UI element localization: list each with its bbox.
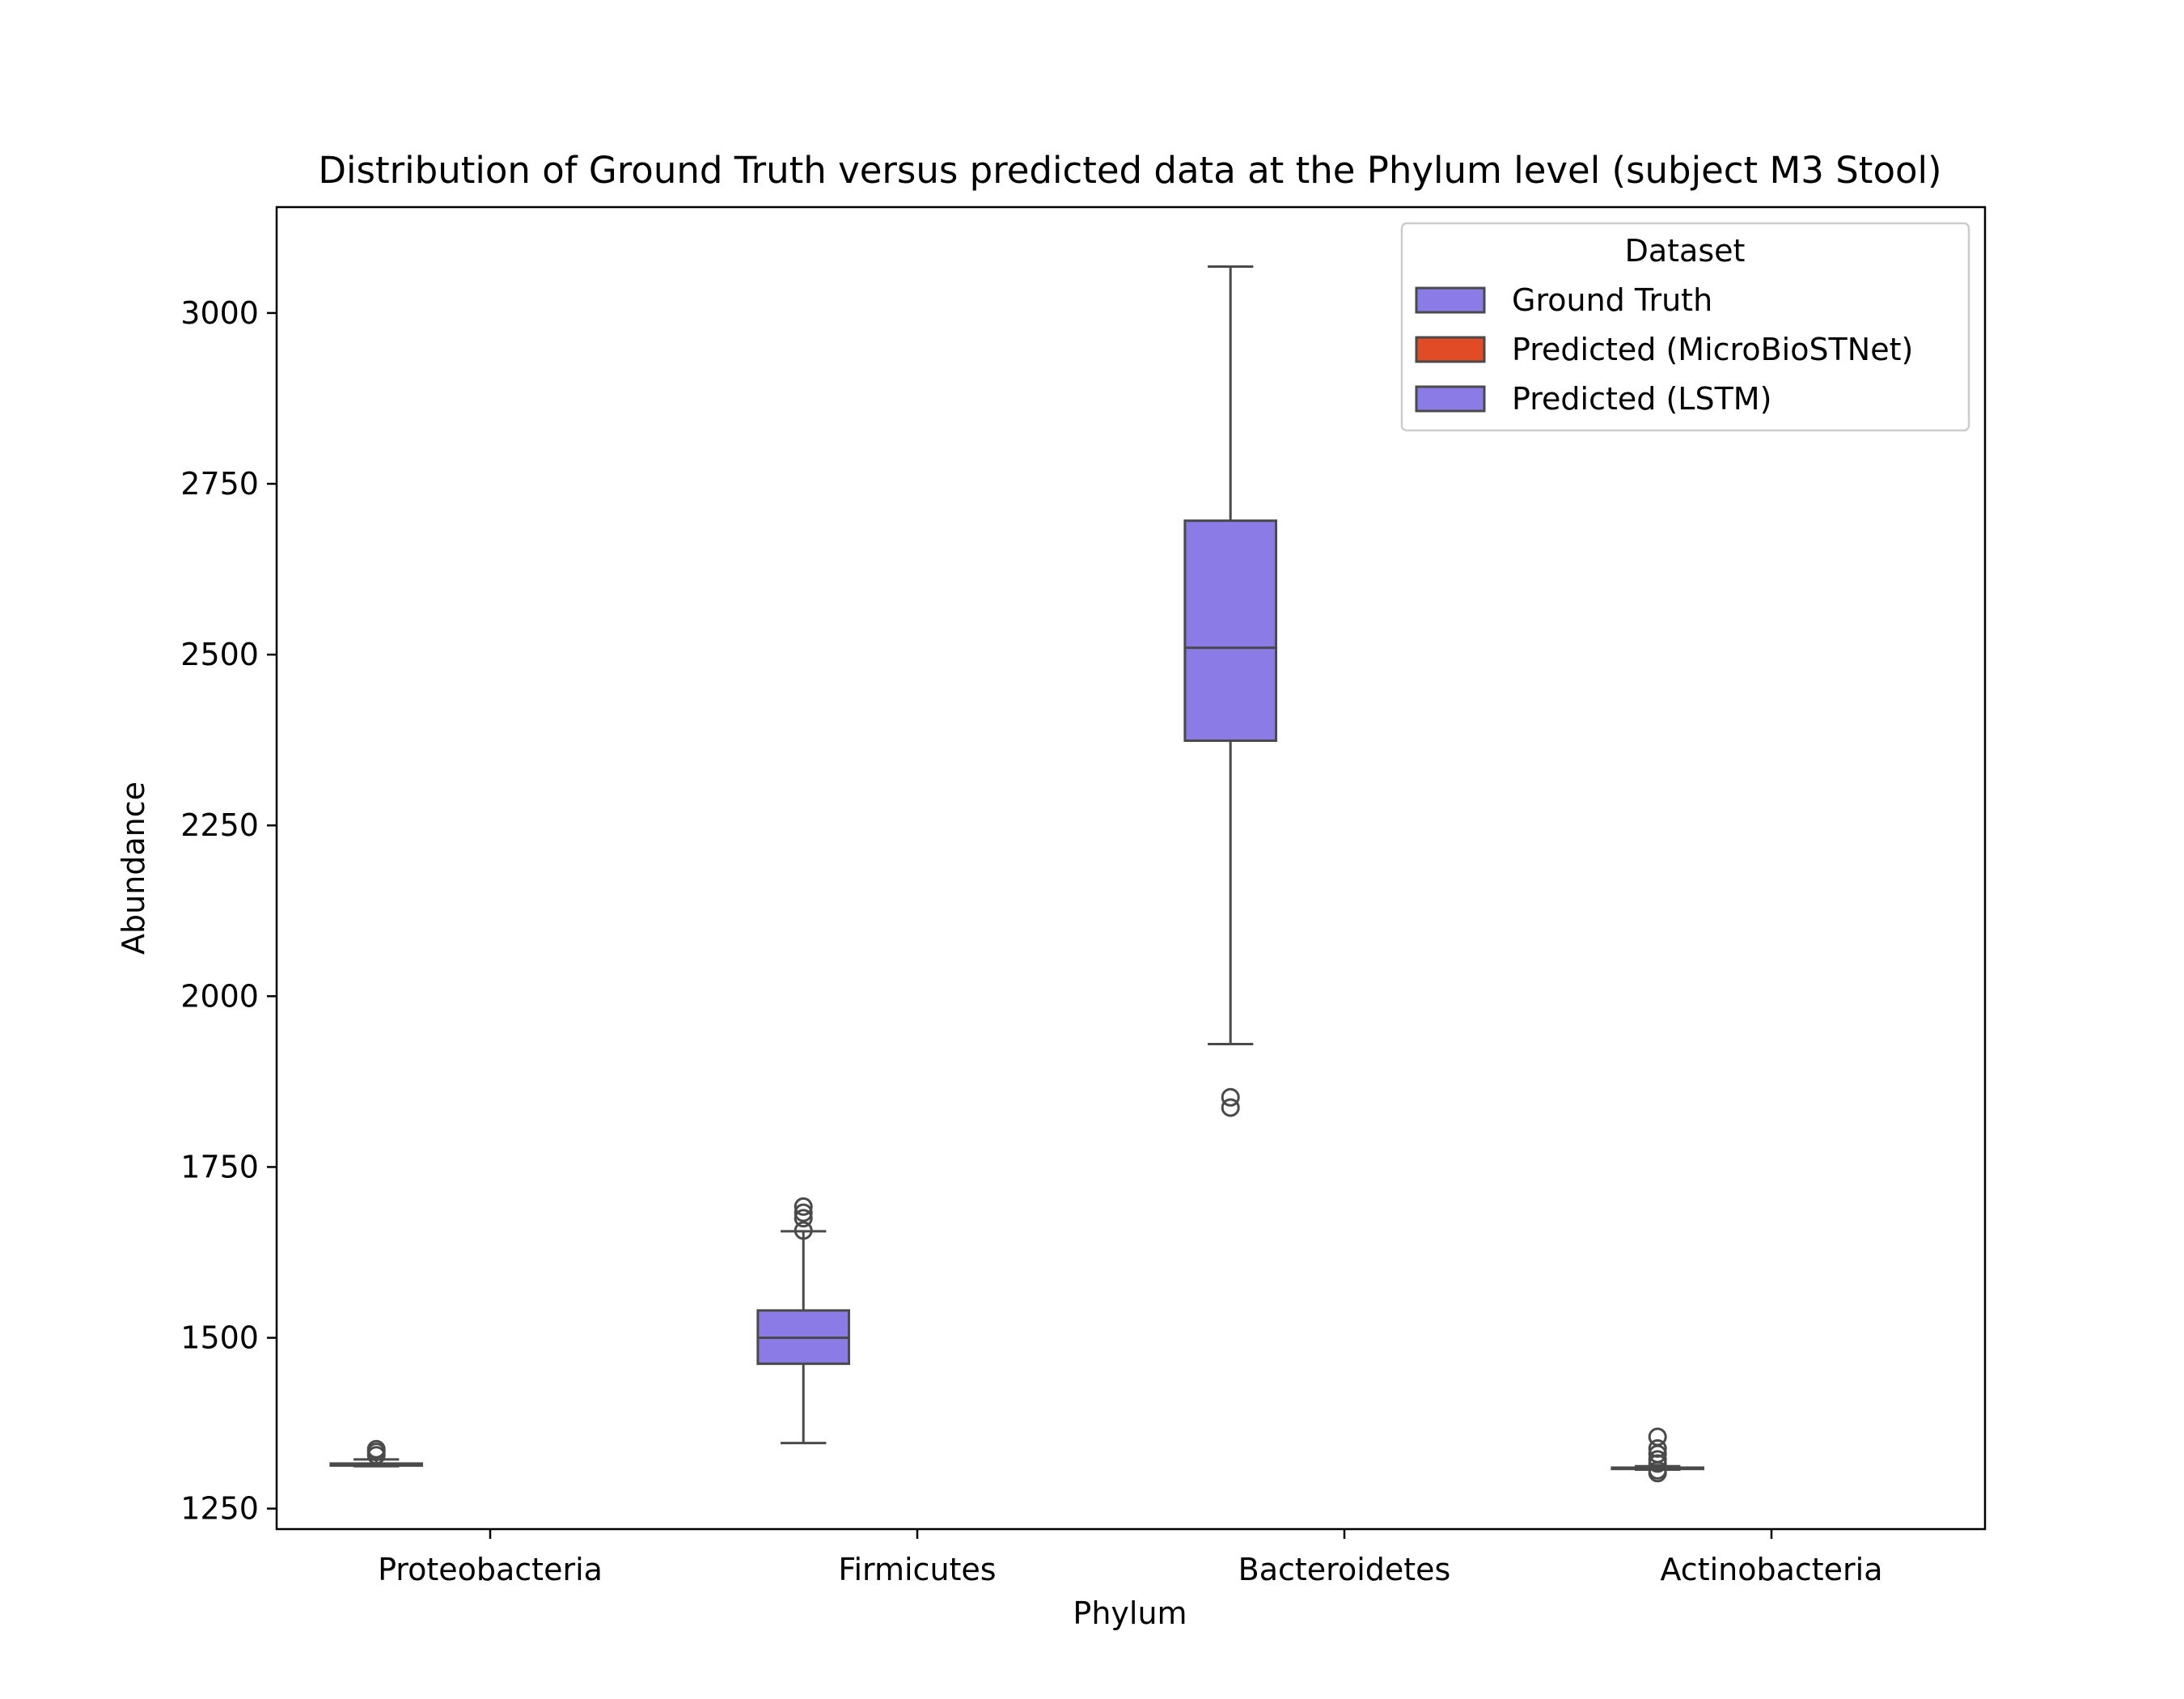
legend-title: Dataset (1625, 233, 1746, 269)
box-group (1610, 1427, 1705, 1483)
y-tick-label: 1750 (180, 1149, 259, 1184)
outlier-point (1648, 1450, 1667, 1469)
outlier-point (794, 1203, 813, 1222)
outlier-point (1221, 1098, 1240, 1117)
x-tick-label: Proteobacteria (378, 1552, 603, 1587)
chart-title: Distribution of Ground Truth versus pred… (318, 149, 1941, 192)
y-tick-label: 3000 (180, 295, 259, 331)
legend-entry-label: Predicted (MicroBioSTNet) (1512, 332, 1913, 367)
legend-swatch (1415, 385, 1486, 413)
legend-entry-label: Predicted (LSTM) (1512, 381, 1771, 417)
outlier-point (1648, 1438, 1667, 1458)
legend-entry-label: Ground Truth (1512, 282, 1712, 318)
plot-area (329, 265, 1705, 1483)
y-tick-label: 2750 (180, 466, 259, 502)
y-tick-label: 2000 (180, 978, 259, 1014)
x-axis-label: Phylum (1073, 1595, 1187, 1631)
outlier-point (366, 1439, 386, 1459)
y-tick-label: 2500 (180, 637, 259, 672)
legend-swatch (1415, 336, 1486, 363)
box-group (1183, 265, 1278, 1117)
box-group (329, 1439, 424, 1468)
x-axis: Proteobacteria Firmicutes Bacteroidetes Act… (378, 1529, 1883, 1587)
x-tick-label: Firmicutes (838, 1552, 996, 1587)
y-tick-label: 2250 (180, 807, 259, 843)
outlier-point (794, 1197, 813, 1216)
y-tick-label: 1500 (180, 1320, 259, 1356)
box-body (1183, 519, 1278, 743)
legend-swatch (1415, 286, 1486, 314)
outlier-point (794, 1221, 813, 1240)
x-tick-label: Bacteroidetes (1238, 1552, 1451, 1587)
axes-frame (275, 205, 1987, 1531)
outlier-point (1648, 1427, 1667, 1447)
x-tick-label: Actinobacteria (1660, 1552, 1882, 1587)
legend-frame (1400, 222, 1970, 432)
outlier-point (1221, 1087, 1240, 1107)
y-tick-label: 1250 (180, 1491, 259, 1527)
y-axis: 1250 1500 1750 2000 2250 2500 2750 3000 (180, 295, 277, 1527)
legend: Dataset Ground Truth Predicted (MicroBioS… (1400, 222, 1970, 432)
box-group (756, 1197, 851, 1445)
y-axis-label: Abundance (116, 782, 151, 955)
outlier-point (794, 1209, 813, 1228)
